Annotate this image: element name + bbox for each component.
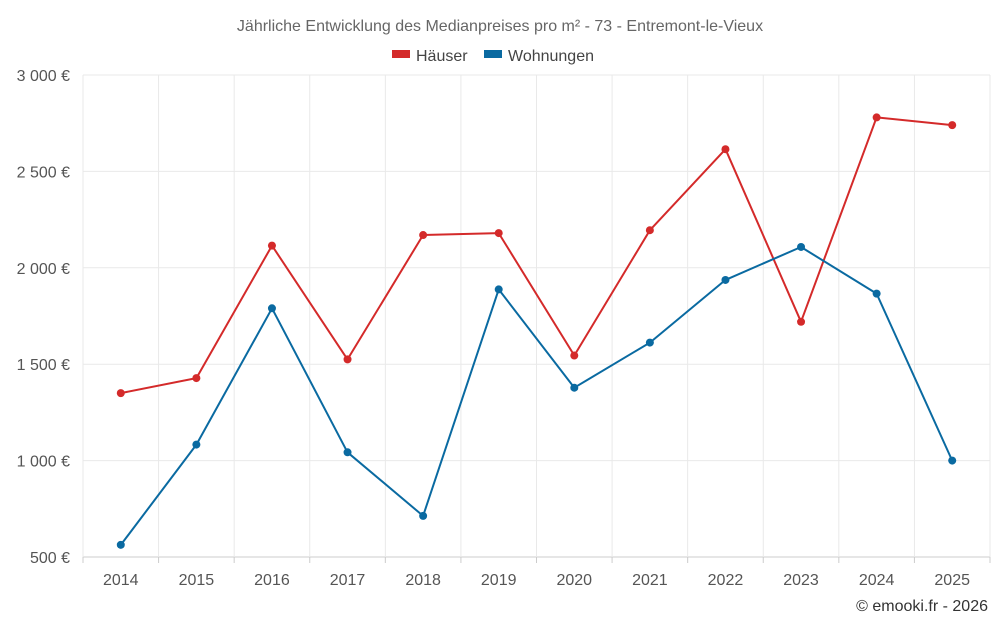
x-tick-label: 2017 <box>330 572 366 589</box>
x-tick-label: 2018 <box>405 572 441 589</box>
chart-title: Jährliche Entwicklung des Medianpreises … <box>237 18 763 35</box>
grid <box>82 74 991 563</box>
data-point-haeuser[interactable] <box>267 241 276 250</box>
y-axis: 500 € 1 000 € 1 500 € 2 000 € 2 500 € 3 000 € <box>17 68 70 567</box>
credit-text: © emooki.fr - 2026 <box>856 598 988 615</box>
x-tick-label: 2014 <box>103 572 139 589</box>
data-point-haeuser[interactable] <box>872 113 881 122</box>
legend: Häuser Wohnungen <box>392 48 594 65</box>
data-point-haeuser[interactable] <box>192 374 201 383</box>
data-point-wohnungen[interactable] <box>267 304 276 313</box>
legend-swatch-haeuser <box>392 50 410 58</box>
data-point-wohnungen[interactable] <box>494 285 503 294</box>
data-point-haeuser[interactable] <box>116 389 125 398</box>
series-group <box>116 113 957 549</box>
data-point-haeuser[interactable] <box>570 351 579 360</box>
legend-label-wohnungen[interactable]: Wohnungen <box>508 48 594 65</box>
data-point-wohnungen[interactable] <box>721 275 730 284</box>
y-tick-label: 1 500 € <box>17 357 70 374</box>
series-line-haeuser <box>120 116 953 395</box>
y-tick-label: 2 500 € <box>17 164 70 181</box>
x-tick-label: 2020 <box>556 572 592 589</box>
data-point-haeuser[interactable] <box>948 121 957 130</box>
x-tick-label: 2019 <box>481 572 517 589</box>
x-axis: 2014 2015 2016 2017 2018 2019 2020 2021 2022 2023… <box>103 572 970 589</box>
x-tick-label: 2024 <box>859 572 895 589</box>
y-tick-label: 1 000 € <box>17 454 70 471</box>
data-point-wohnungen[interactable] <box>948 456 957 465</box>
data-point-haeuser[interactable] <box>419 231 428 240</box>
data-point-haeuser[interactable] <box>721 145 730 154</box>
data-point-wohnungen[interactable] <box>570 383 579 392</box>
x-tick-label: 2023 <box>783 572 819 589</box>
y-tick-label: 3 000 € <box>17 68 70 85</box>
legend-label-haeuser[interactable]: Häuser <box>416 48 468 65</box>
data-point-wohnungen[interactable] <box>343 448 352 457</box>
data-point-haeuser[interactable] <box>343 355 352 364</box>
data-point-wohnungen[interactable] <box>419 511 428 520</box>
data-point-wohnungen[interactable] <box>645 338 654 347</box>
y-tick-label: 2 000 € <box>17 261 70 278</box>
y-tick-label: 500 € <box>30 550 70 567</box>
data-point-haeuser[interactable] <box>645 226 654 235</box>
x-tick-label: 2016 <box>254 572 290 589</box>
data-point-wohnungen[interactable] <box>116 540 125 549</box>
x-tick-label: 2021 <box>632 572 668 589</box>
x-tick-label: 2015 <box>179 572 215 589</box>
data-point-haeuser[interactable] <box>797 317 806 326</box>
x-tick-label: 2025 <box>934 572 970 589</box>
data-point-wohnungen[interactable] <box>797 242 806 251</box>
data-point-wohnungen[interactable] <box>872 289 881 298</box>
x-tick-label: 2022 <box>708 572 744 589</box>
data-point-haeuser[interactable] <box>494 229 503 238</box>
series-line-wohnungen <box>120 246 954 546</box>
legend-swatch-wohnungen <box>484 50 502 58</box>
data-point-wohnungen[interactable] <box>192 440 201 449</box>
